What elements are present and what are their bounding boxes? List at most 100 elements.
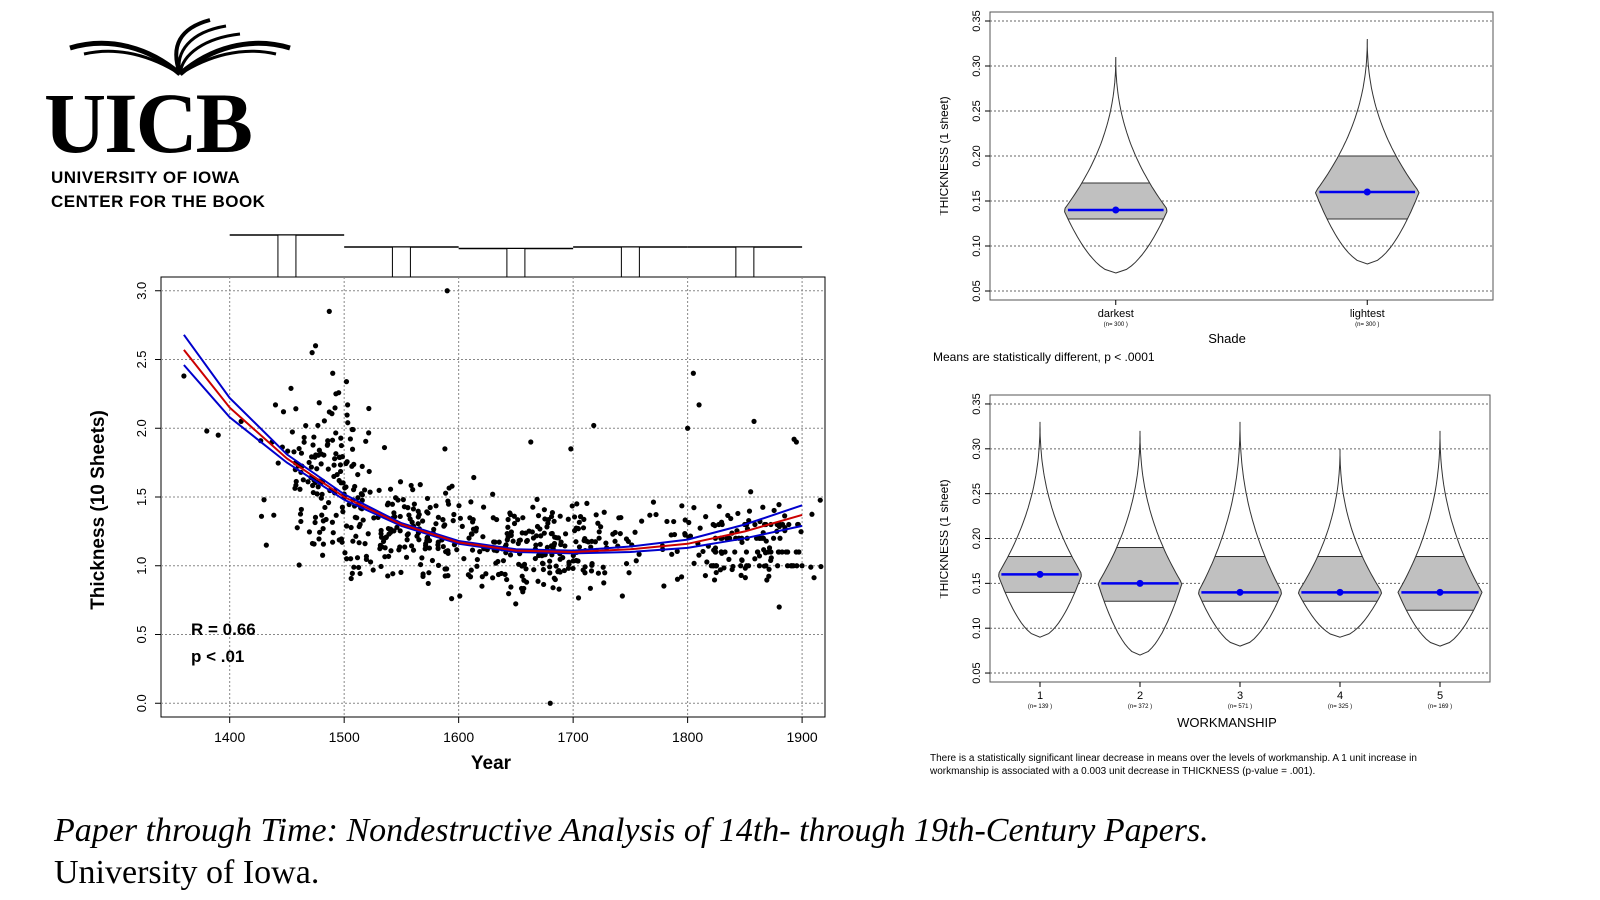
- data-point: [520, 515, 526, 521]
- workmanship-significance-note: There is a statistically significant lin…: [930, 752, 1490, 778]
- data-point: [386, 553, 392, 559]
- data-point: [591, 422, 597, 429]
- data-point: [713, 569, 719, 576]
- data-point: [671, 531, 678, 538]
- data-point: [339, 504, 345, 510]
- data-point: [435, 539, 441, 545]
- data-point: [776, 549, 782, 555]
- data-point: [768, 549, 774, 555]
- data-point: [756, 553, 763, 559]
- data-point: [308, 464, 314, 470]
- data-point: [490, 575, 496, 581]
- data-point: [539, 560, 546, 566]
- data-point: [548, 513, 555, 520]
- data-point: [329, 539, 336, 545]
- data-point: [470, 526, 477, 532]
- data-point: [678, 574, 685, 580]
- data-point: [359, 492, 366, 498]
- data-point: [333, 451, 339, 457]
- data-point: [297, 486, 303, 492]
- shade-significance-note: Means are statistically different, p < .…: [933, 350, 1155, 364]
- data-point: [306, 529, 313, 535]
- data-point: [301, 434, 307, 441]
- note-line-2: workmanship is associated with a 0.003 u…: [930, 766, 1316, 777]
- data-point: [550, 585, 556, 591]
- data-point: [461, 556, 467, 562]
- data-point: [596, 529, 602, 535]
- data-point: [696, 402, 702, 408]
- data-point: [519, 563, 525, 569]
- data-point: [215, 432, 221, 438]
- data-point: [330, 370, 336, 376]
- data-point: [312, 343, 319, 349]
- data-point: [457, 515, 463, 521]
- y-tick-label: 0.20: [971, 528, 983, 549]
- data-point: [549, 530, 555, 537]
- data-point: [722, 549, 728, 555]
- data-point: [794, 563, 800, 569]
- data-point: [400, 497, 406, 503]
- data-point: [721, 565, 727, 571]
- data-point: [426, 570, 432, 576]
- data-point: [742, 575, 748, 581]
- caption-org: University of Iowa.: [54, 854, 320, 891]
- x-tick-label: 3: [1237, 690, 1243, 702]
- data-point: [573, 525, 579, 531]
- data-point: [354, 555, 361, 561]
- x-tick-n-label: (n= 169 ): [1428, 704, 1452, 710]
- data-point: [469, 531, 475, 537]
- data-point: [349, 426, 355, 433]
- data-point: [601, 580, 607, 586]
- data-point: [426, 537, 433, 544]
- data-point: [547, 570, 553, 576]
- data-point: [181, 373, 187, 379]
- data-point: [817, 497, 823, 503]
- data-point: [331, 462, 337, 468]
- data-point: [390, 571, 396, 577]
- data-point: [811, 575, 817, 581]
- data-point: [366, 405, 372, 412]
- data-point: [297, 511, 304, 517]
- data-point: [347, 436, 353, 442]
- data-point: [664, 518, 670, 525]
- logo-line-1: UNIVERSITY OF IOWA: [51, 168, 241, 187]
- data-point: [547, 564, 553, 570]
- data-point: [524, 537, 530, 544]
- data-point: [521, 585, 527, 592]
- data-point: [770, 535, 777, 541]
- data-point: [521, 577, 527, 583]
- data-point: [569, 503, 575, 509]
- data-point: [495, 558, 501, 565]
- data-point: [342, 550, 348, 556]
- data-point: [553, 535, 560, 541]
- y-tick-label: 0.10: [971, 617, 983, 638]
- data-point: [507, 510, 513, 516]
- data-point: [468, 499, 474, 505]
- data-point: [796, 549, 802, 555]
- data-point: [359, 463, 365, 469]
- data-point: [423, 542, 429, 549]
- data-point: [581, 516, 587, 522]
- data-point: [752, 556, 758, 562]
- marginal-box: [506, 248, 526, 278]
- data-point: [411, 501, 417, 507]
- data-point: [682, 517, 688, 523]
- data-point: [541, 530, 547, 536]
- data-point: [508, 529, 514, 535]
- data-point: [500, 558, 507, 564]
- data-point: [507, 552, 514, 558]
- data-point: [735, 510, 741, 517]
- data-point: [602, 570, 608, 576]
- data-point: [355, 495, 361, 501]
- data-point: [784, 563, 791, 569]
- data-point: [366, 430, 372, 436]
- marginal-box: [391, 246, 411, 278]
- data-point: [600, 564, 606, 570]
- data-point: [433, 503, 439, 509]
- data-point: [636, 551, 642, 557]
- data-point: [756, 563, 763, 569]
- data-point: [696, 552, 702, 558]
- data-point: [326, 308, 332, 314]
- data-point: [349, 446, 356, 452]
- data-point: [685, 425, 691, 431]
